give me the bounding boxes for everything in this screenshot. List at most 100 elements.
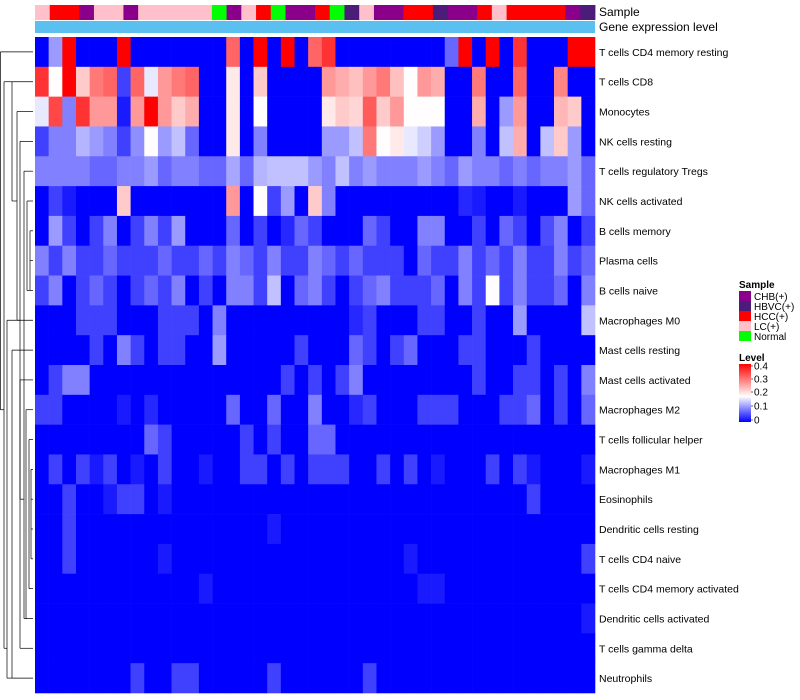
heatmap-cell (144, 215, 159, 247)
heatmap-cell (253, 305, 268, 336)
heatmap-cell (89, 633, 104, 664)
sample-annotation-cell (64, 5, 80, 20)
heatmap-cell (403, 424, 418, 455)
heatmap-cell (444, 215, 459, 247)
heatmap-cell (458, 454, 473, 485)
heatmap-cell (513, 424, 528, 455)
heatmap-cell (349, 275, 364, 306)
heatmap-cell (581, 424, 596, 455)
heatmap-cell (75, 424, 90, 455)
heatmap-cell (103, 514, 118, 545)
heatmap-cell (335, 394, 350, 425)
heatmap-cell (390, 454, 405, 485)
heatmap-cell (431, 514, 446, 545)
heatmap-cell (253, 603, 268, 634)
heatmap-cell (130, 96, 145, 127)
heatmap-cell (499, 96, 514, 127)
heatmap-cell (212, 215, 227, 247)
heatmap-cell (62, 543, 77, 575)
heatmap-cell (376, 543, 391, 575)
heatmap-cell (144, 424, 159, 455)
heatmap-cell (103, 663, 118, 694)
heatmap-cell (226, 424, 241, 455)
heatmap-cell (185, 484, 200, 515)
heatmap-cell (321, 424, 336, 455)
heatmap-cell (403, 245, 418, 276)
heatmap-cell (567, 275, 582, 306)
heatmap-cell (335, 305, 350, 336)
heatmap-cell (75, 514, 90, 545)
heatmap-cell (144, 66, 159, 97)
heatmap-cell (417, 275, 432, 306)
heatmap-cell (294, 156, 309, 187)
sample-annotation-cell (315, 5, 331, 20)
heatmap-cell (35, 424, 49, 455)
heatmap-cell (308, 633, 323, 664)
sample-annotation-cell (197, 5, 213, 20)
heatmap-cell (171, 66, 186, 97)
heatmap-cell (431, 215, 446, 247)
heatmap-cell (116, 245, 131, 276)
heatmap-cell (144, 335, 159, 366)
heatmap-cell (362, 484, 377, 515)
heatmap-cell (157, 394, 172, 425)
row-label: T cells CD8 (599, 77, 653, 89)
sample-annotation-cell (241, 5, 257, 20)
heatmap-cell (62, 126, 77, 157)
heatmap-cell (431, 186, 446, 217)
heatmap-cell (362, 186, 377, 217)
heatmap-cell (349, 394, 364, 425)
heatmap-cell (198, 603, 213, 634)
heatmap-cell (417, 186, 432, 217)
heatmap-cell (48, 215, 63, 247)
heatmap-cell (431, 424, 446, 455)
heatmap-cell (444, 156, 459, 187)
heatmap-cell (89, 454, 104, 485)
heatmap-cell (35, 186, 49, 217)
heatmap-cell (89, 66, 104, 97)
heatmap-cell (185, 305, 200, 336)
heatmap-cell (321, 126, 336, 157)
heatmap-cell (567, 633, 582, 664)
heatmap-cell (48, 126, 63, 157)
heatmap-cell (185, 543, 200, 575)
heatmap-cells (35, 37, 596, 694)
heatmap-cell (417, 633, 432, 664)
heatmap-cell (513, 245, 528, 276)
heatmap-cell (144, 156, 159, 187)
heatmap-cell (540, 543, 555, 575)
heatmap-cell (321, 633, 336, 664)
heatmap-cell (48, 186, 63, 217)
heatmap-cell (157, 186, 172, 217)
heatmap-cell (89, 305, 104, 336)
heatmap-cell (157, 633, 172, 664)
heatmap-cell (390, 484, 405, 515)
heatmap-cell (403, 96, 418, 127)
heatmap-cell (157, 215, 172, 247)
sample-annotation-cell (536, 5, 552, 20)
heatmap-cell (89, 245, 104, 276)
heatmap-cell (116, 603, 131, 634)
heatmap-cell (171, 365, 186, 396)
heatmap-cell (267, 573, 282, 604)
heatmap-cell (485, 215, 500, 247)
heatmap-cell (198, 66, 213, 97)
heatmap-cell (35, 573, 49, 604)
heatmap-cell (485, 424, 500, 455)
heatmap-cell (35, 156, 49, 187)
heatmap-cell (417, 394, 432, 425)
heatmap-cell (130, 37, 145, 68)
heatmap-cell (308, 305, 323, 336)
heatmap-cell (335, 245, 350, 276)
sample-annotation-cell (49, 5, 65, 20)
heatmap-cell (335, 156, 350, 187)
heatmap-cell (239, 633, 254, 664)
heatmap-cell (335, 66, 350, 97)
heatmap-cell (130, 663, 145, 694)
heatmap-cell (431, 484, 446, 515)
heatmap-cell (376, 96, 391, 127)
legend-swatch (739, 291, 751, 301)
heatmap-cell (157, 365, 172, 396)
heatmap-cell (171, 96, 186, 127)
legend-item-label: HCC(+) (754, 312, 788, 323)
